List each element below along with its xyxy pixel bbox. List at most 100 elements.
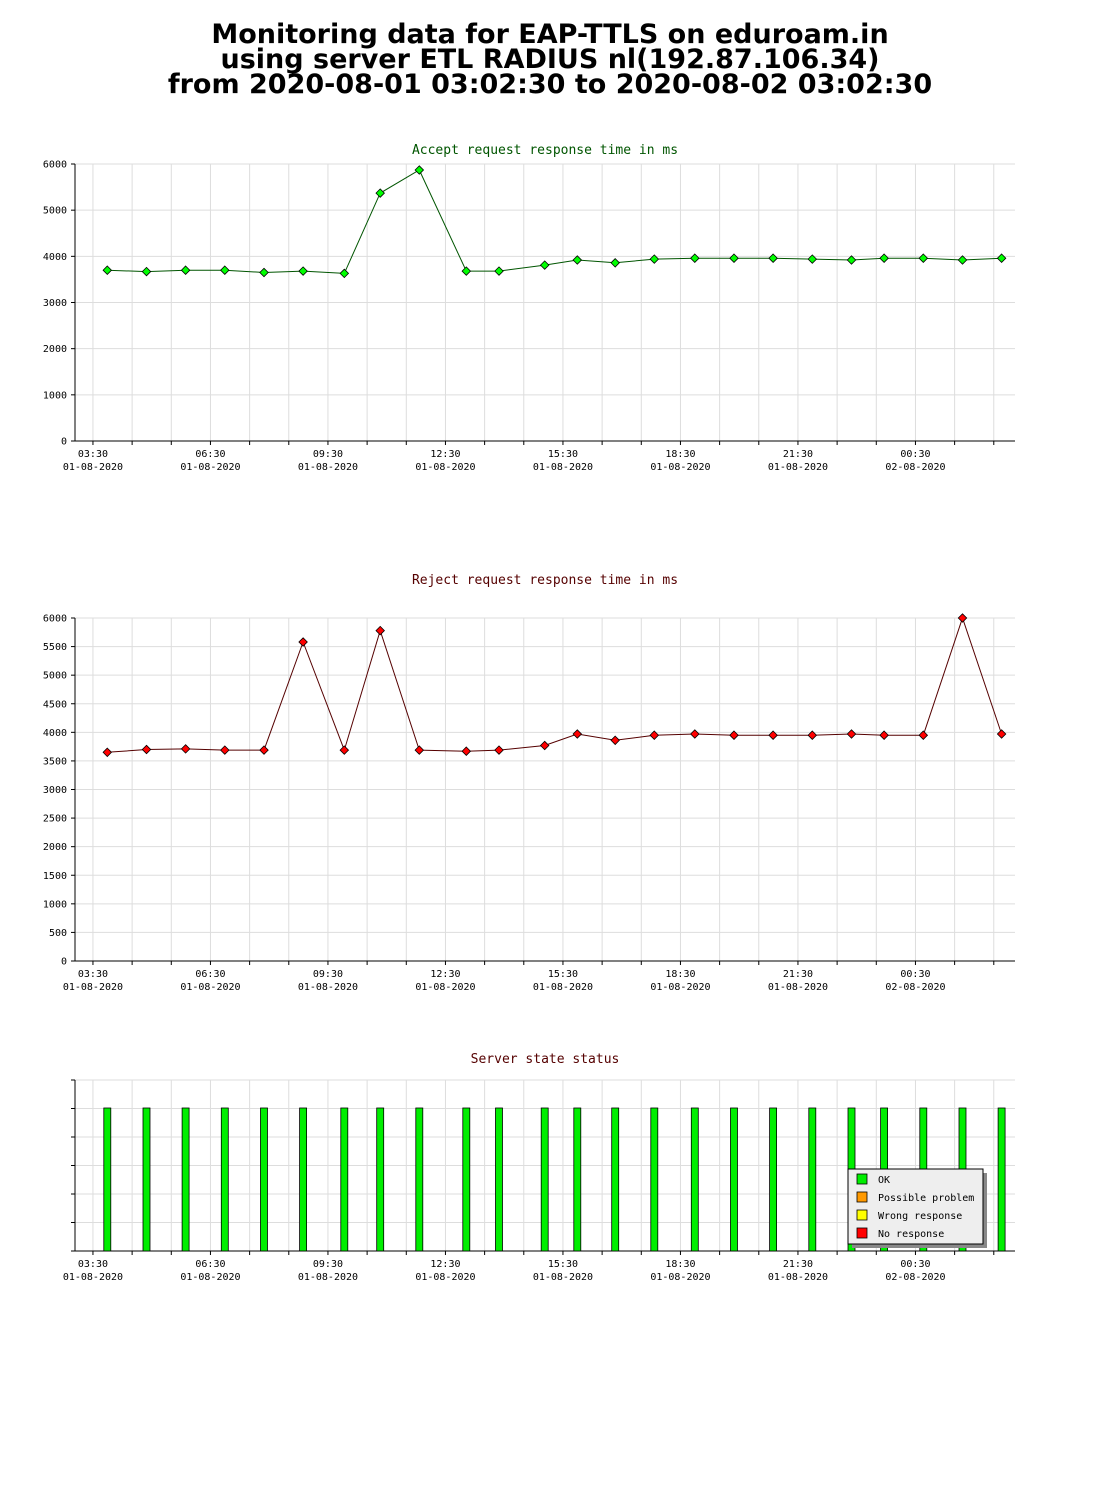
status-bar-4 — [260, 1107, 268, 1252]
accept-xtick-time-0: 03:30 — [78, 449, 108, 460]
reject-point-20 — [879, 730, 889, 740]
reject-point-3 — [220, 745, 230, 755]
reject-xtick-time-7: 00:30 — [900, 969, 930, 980]
reject-point-17 — [768, 730, 778, 740]
status-bar-2 — [181, 1107, 190, 1252]
reject-point-15 — [690, 729, 700, 739]
status-xtick-time-3: 12:30 — [430, 1259, 460, 1270]
reject-ytick-label-9: 4500 — [43, 699, 67, 710]
reject-ytick-label-3: 1500 — [43, 871, 67, 882]
status-bar-5 — [299, 1107, 308, 1252]
accept-point-7 — [375, 188, 385, 198]
accept-title: Accept request response time in ms — [412, 143, 678, 158]
reject-point-9 — [461, 746, 472, 756]
reject-point-5 — [298, 637, 308, 647]
legend-box — [847, 1168, 984, 1245]
accept-point-5 — [298, 266, 308, 276]
accept-point-17 — [768, 253, 778, 263]
status-title: Server state status — [471, 1052, 620, 1067]
status-bar-8 — [415, 1107, 424, 1252]
accept-xtick-time-7: 00:30 — [900, 449, 930, 460]
status-bar-14 — [650, 1107, 659, 1252]
status-bar-9 — [462, 1107, 471, 1252]
reject-xtick-time-5: 18:30 — [665, 969, 695, 980]
status-xtick-time-0: 03:30 — [78, 1259, 108, 1270]
status-bar-0 — [103, 1107, 112, 1252]
status-bar-13 — [611, 1107, 620, 1252]
accept-ytick-label-3: 3000 — [43, 298, 67, 309]
accept-xtick-date-3: 01-08-2020 — [415, 462, 475, 473]
status-xtick-time-5: 18:30 — [665, 1259, 695, 1270]
reject-point-4 — [259, 745, 269, 755]
accept-xtick-time-1: 06:30 — [195, 449, 225, 460]
page-header: Monitoring data for EAP-TTLS on eduroam.… — [0, 21, 1100, 98]
reject-point-7 — [375, 625, 385, 636]
reject-ytick-label-5: 2500 — [43, 814, 67, 825]
accept-ytick-label-2: 2000 — [43, 344, 67, 355]
accept-point-19 — [846, 255, 857, 265]
accept-point-8 — [414, 165, 425, 175]
reject-point-10 — [494, 745, 504, 755]
reject-xtick-time-2: 09:30 — [313, 969, 343, 980]
reject-point-1 — [141, 744, 152, 755]
legend-label-2: Wrong response — [878, 1211, 962, 1222]
status-xtick-date-0: 01-08-2020 — [63, 1272, 123, 1283]
status-xtick-date-7: 02-08-2020 — [885, 1272, 945, 1283]
reject-point-21 — [918, 730, 929, 740]
reject-ytick-label-12: 6000 — [43, 614, 67, 625]
status-xtick-date-5: 01-08-2020 — [650, 1272, 710, 1283]
accept-point-9 — [461, 266, 472, 276]
accept-point-21 — [918, 253, 929, 263]
header-line-2: using server ETL RADIUS nl(192.87.106.34… — [220, 44, 880, 75]
accept-xtick-time-3: 12:30 — [430, 449, 460, 460]
accept-point-14 — [649, 254, 660, 264]
status-xtick-time-1: 06:30 — [195, 1259, 225, 1270]
legend-label-0: OK — [878, 1175, 890, 1186]
reject-ytick-label-2: 1000 — [43, 899, 67, 910]
accept-xtick-time-4: 15:30 — [548, 449, 578, 460]
status-bar-10 — [495, 1107, 503, 1252]
reject-xtick-date-2: 01-08-2020 — [298, 982, 358, 993]
reject-point-14 — [649, 730, 660, 740]
accept-point-1 — [141, 266, 152, 277]
accept-point-4 — [259, 267, 269, 278]
accept-point-16 — [729, 253, 739, 263]
accept-point-6 — [339, 268, 350, 279]
accept-xtick-time-5: 18:30 — [665, 449, 695, 460]
status-bar-1 — [142, 1107, 151, 1252]
accept-point-2 — [180, 265, 191, 275]
status-xtick-date-3: 01-08-2020 — [415, 1272, 475, 1283]
accept-xtick-date-2: 01-08-2020 — [298, 462, 358, 473]
status-xtick-date-6: 01-08-2020 — [768, 1272, 828, 1283]
status-bar-18 — [808, 1107, 817, 1252]
status-xtick-time-7: 00:30 — [900, 1259, 930, 1270]
status-legend: OK Possible problem Wrong response No respo… — [847, 1168, 987, 1248]
reject-xtick-time-1: 06:30 — [195, 969, 225, 980]
accept-ytick-label-0: 0 — [61, 437, 67, 448]
status-xtick-date-4: 01-08-2020 — [533, 1272, 593, 1283]
status-bar-3 — [220, 1107, 229, 1252]
accept-point-12 — [572, 255, 583, 265]
accept-xtick-date-1: 01-08-2020 — [180, 462, 240, 473]
accept-xtick-date-6: 01-08-2020 — [768, 462, 828, 473]
status-bar-11 — [540, 1107, 549, 1252]
accept-point-15 — [690, 253, 700, 263]
accept-xtick-date-7: 02-08-2020 — [885, 462, 945, 473]
reject-point-8 — [414, 745, 425, 755]
status-xtick-time-2: 09:30 — [313, 1259, 343, 1270]
accept-point-11 — [539, 260, 550, 270]
reject-point-2 — [180, 744, 191, 754]
reject-xtick-date-4: 01-08-2020 — [533, 982, 593, 993]
status-bar-16 — [730, 1107, 738, 1252]
accept-xtick-date-5: 01-08-2020 — [650, 462, 710, 473]
reject-xtick-time-3: 12:30 — [430, 969, 460, 980]
accept-point-23 — [996, 253, 1007, 263]
legend-swatch-3 — [856, 1227, 868, 1239]
reject-point-19 — [846, 729, 857, 739]
status-bar-17 — [769, 1107, 777, 1252]
legend-label-1: Possible problem — [878, 1193, 974, 1204]
reject-ytick-label-1: 500 — [49, 928, 67, 939]
reject-xtick-date-1: 01-08-2020 — [180, 982, 240, 993]
reject-point-23 — [996, 729, 1007, 739]
